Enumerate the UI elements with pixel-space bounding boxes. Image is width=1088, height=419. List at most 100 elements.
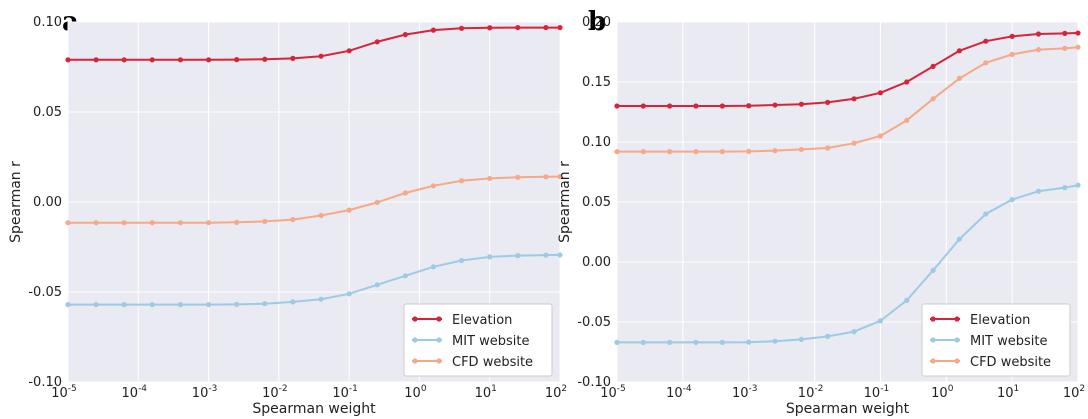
legend-swatch-marker [954, 337, 960, 343]
data-point [402, 31, 408, 38]
data-point [177, 302, 184, 308]
data-point [318, 53, 324, 59]
data-point [956, 75, 962, 81]
data-point [487, 254, 493, 260]
series-elevation [65, 24, 563, 63]
x-tick-label: 101 [997, 384, 1019, 401]
data-point [904, 117, 910, 123]
data-point [877, 133, 884, 139]
data-point [719, 103, 725, 109]
data-point [374, 199, 380, 205]
legend-swatch-marker [436, 358, 442, 364]
data-point [121, 220, 127, 226]
x-tick-exponent: -2 [279, 384, 288, 394]
data-point [1075, 30, 1081, 36]
x-tick-exponent: -1 [880, 384, 889, 394]
data-point [430, 27, 436, 33]
data-point [318, 212, 324, 219]
data-point [290, 55, 296, 61]
x-tick-base: 10 [192, 386, 209, 401]
y-tick-label: 0.10 [33, 15, 62, 30]
x-tick-base: 10 [545, 386, 562, 401]
data-point [318, 296, 324, 302]
data-point [1075, 44, 1081, 50]
data-point [177, 57, 184, 63]
data-point [458, 178, 465, 184]
y-tick-label: 0.20 [582, 15, 611, 30]
x-tick-base: 10 [475, 386, 492, 401]
data-point [640, 339, 646, 345]
legend-swatch-marker [930, 337, 936, 343]
legend-label: Elevation [452, 313, 512, 328]
x-tick-base: 10 [798, 386, 815, 401]
x-tick-base: 10 [404, 386, 421, 401]
legend-box [403, 303, 553, 377]
legend-item: CFD website [412, 355, 533, 370]
data-point [1062, 30, 1068, 36]
data-point [983, 60, 989, 66]
legend-box [921, 303, 1071, 377]
data-point [234, 57, 240, 63]
panel-letter: b [588, 7, 606, 37]
x-tick-exponent: 1 [491, 384, 497, 394]
data-point [877, 318, 884, 324]
data-point [930, 63, 936, 69]
x-tick-base: 10 [666, 386, 683, 401]
data-point [746, 103, 752, 109]
data-point [1035, 31, 1042, 37]
x-tick-label: 100 [931, 384, 954, 401]
legend-item: MIT website [412, 334, 530, 349]
data-point [1009, 51, 1015, 58]
data-point [772, 148, 778, 154]
data-point [798, 101, 804, 107]
x-tick-label: 10-3 [732, 384, 758, 401]
legend-swatch-marker [412, 337, 418, 343]
data-point [667, 103, 673, 109]
data-point [798, 336, 804, 342]
data-point [1035, 188, 1042, 194]
legend-item: Elevation [412, 313, 512, 328]
data-point [430, 264, 436, 270]
x-tick-label: 101 [475, 384, 497, 401]
series-cfd-website [65, 174, 563, 226]
x-tick-label: 10-3 [192, 384, 218, 401]
data-point [290, 217, 296, 223]
x-tick-exponent: -5 [68, 384, 77, 394]
x-tick-exponent: 2 [561, 384, 567, 394]
data-point [262, 218, 268, 225]
series-mit-website [65, 252, 563, 308]
data-point [1009, 197, 1015, 203]
data-point [614, 149, 620, 155]
data-point [177, 220, 184, 226]
data-point [693, 103, 699, 109]
legend-swatch-marker [436, 337, 442, 343]
x-tick-exponent: -5 [617, 384, 626, 394]
x-tick-base: 10 [864, 386, 881, 401]
data-point [205, 57, 212, 63]
data-point [346, 291, 352, 297]
data-point [983, 38, 989, 44]
data-point [543, 24, 549, 31]
x-tick-exponent: 2 [1079, 384, 1085, 394]
x-tick-base: 10 [997, 386, 1014, 401]
data-point [956, 236, 962, 242]
data-point [93, 57, 99, 63]
data-point [262, 56, 268, 62]
data-point [693, 339, 699, 345]
data-point [851, 329, 857, 335]
data-point [346, 207, 352, 213]
data-point [851, 96, 857, 102]
series-cfd-website [614, 44, 1081, 155]
data-point [458, 25, 465, 31]
x-tick-exponent: -4 [138, 384, 147, 394]
data-point [746, 148, 752, 154]
x-tick-label: 10-4 [666, 384, 692, 401]
data-point [149, 57, 155, 63]
data-point [402, 190, 408, 196]
data-point [1009, 33, 1015, 40]
x-tick-label: 102 [545, 384, 567, 401]
data-point [515, 174, 521, 180]
x-tick-exponent: -1 [349, 384, 358, 394]
data-point [1075, 182, 1081, 188]
